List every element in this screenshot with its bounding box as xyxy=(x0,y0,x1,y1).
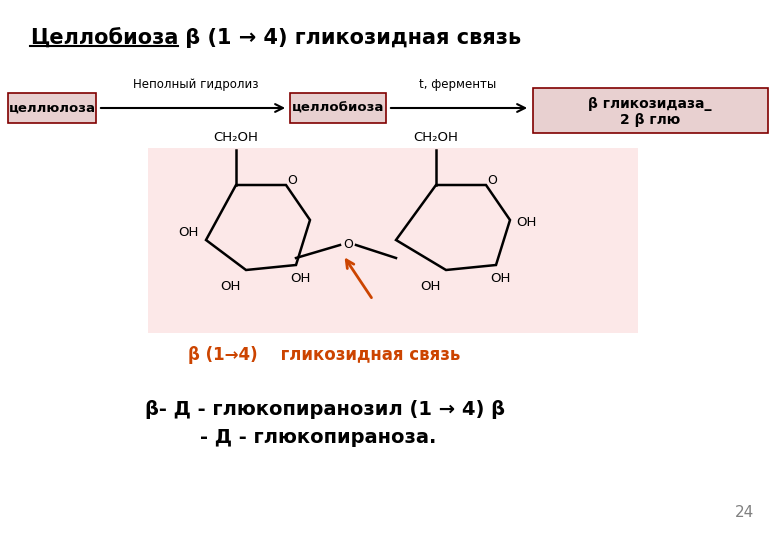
Bar xyxy=(290,93,386,123)
Text: OH: OH xyxy=(290,272,310,285)
Text: OH: OH xyxy=(516,215,536,228)
Text: 2 β глю: 2 β глю xyxy=(620,113,680,127)
Text: CH₂OH: CH₂OH xyxy=(214,131,258,144)
Text: целлобиоза: целлобиоза xyxy=(292,102,385,114)
Text: OH: OH xyxy=(490,272,510,285)
Text: Целлобиоза: Целлобиоза xyxy=(30,28,179,48)
Text: Неполный гидролиз: Неполный гидролиз xyxy=(133,78,259,91)
Text: OH: OH xyxy=(220,280,240,293)
Text: 24: 24 xyxy=(736,505,754,520)
Bar xyxy=(8,93,96,123)
Text: O: O xyxy=(287,173,297,186)
Text: β (1 → 4) гликозидная связь: β (1 → 4) гликозидная связь xyxy=(178,28,521,48)
Text: β гликозидаза_: β гликозидаза_ xyxy=(588,97,711,111)
Text: OH: OH xyxy=(178,226,198,239)
Text: t, ферменты: t, ферменты xyxy=(420,78,497,91)
Bar xyxy=(148,148,638,333)
Text: β (1→4)    гликозидная связь: β (1→4) гликозидная связь xyxy=(188,346,460,364)
Text: OH: OH xyxy=(420,280,440,293)
Text: O: O xyxy=(343,239,353,252)
Bar xyxy=(533,88,768,133)
Text: β- Д - глюкопиранозил (1 → 4) β: β- Д - глюкопиранозил (1 → 4) β xyxy=(145,400,505,419)
Text: O: O xyxy=(487,173,497,186)
Text: CH₂OH: CH₂OH xyxy=(413,131,459,144)
Text: - Д - глюкопираноза.: - Д - глюкопираноза. xyxy=(200,428,436,447)
Text: целлюлоза: целлюлоза xyxy=(9,102,95,114)
